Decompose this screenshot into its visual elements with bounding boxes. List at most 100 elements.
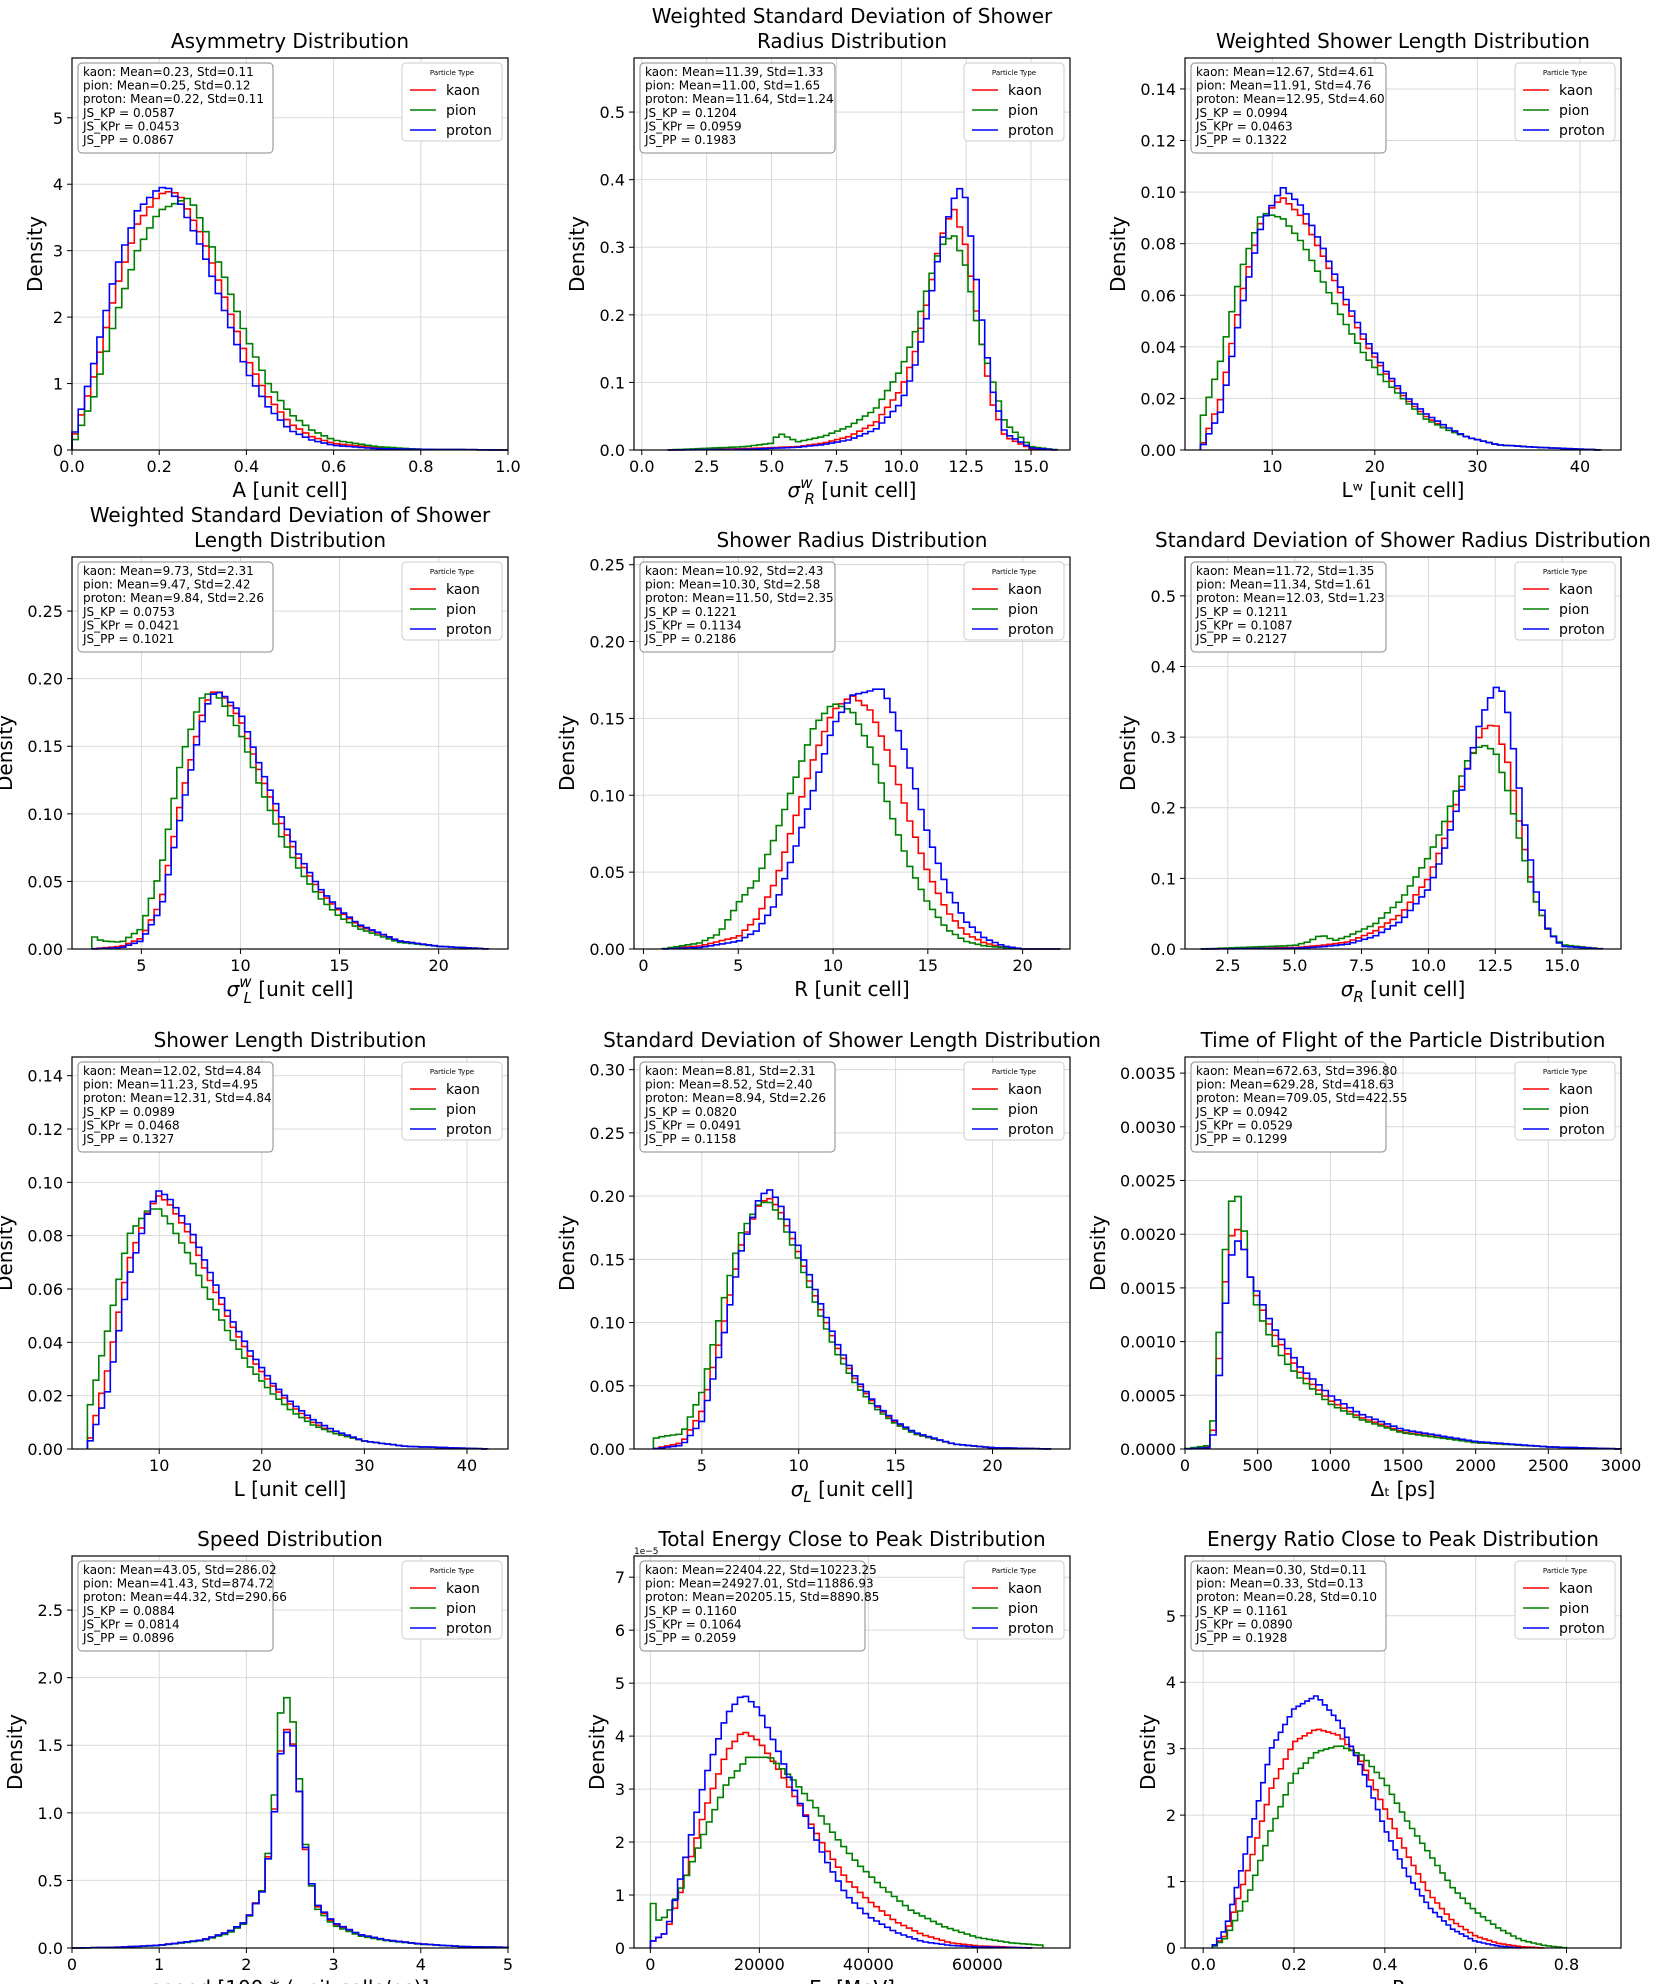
stats-line: JS_PP = 0.0896 xyxy=(82,1631,174,1645)
y-tick-label: 0.5 xyxy=(600,103,625,122)
x-tick-label: 60000 xyxy=(952,1955,1003,1974)
y-tick-label: 0.00 xyxy=(1140,441,1176,460)
legend-title: Particle Type xyxy=(992,1567,1036,1575)
x-tick-label: 30 xyxy=(1467,457,1487,476)
x-tick-label: 20000 xyxy=(734,1955,785,1974)
series-kaon xyxy=(91,691,489,950)
x-tick-label: 2000 xyxy=(1455,1456,1496,1475)
stats-line: JS_PP = 0.1021 xyxy=(82,632,174,646)
legend-label-kaon: kaon xyxy=(1559,1082,1593,1098)
series-kaon xyxy=(1199,197,1602,451)
y-tick-label: 0.05 xyxy=(589,863,625,882)
series-proton xyxy=(91,691,489,950)
y-tick-label: 0.0 xyxy=(38,1939,63,1958)
x-axis-label: Lʷ [unit cell] xyxy=(1342,478,1465,502)
x-tick-label: 0 xyxy=(645,1955,655,1974)
stats-line: JS_KP = 0.0587 xyxy=(82,106,175,120)
series-kaon xyxy=(667,208,1058,451)
legend-title: Particle Type xyxy=(430,1068,474,1076)
x-tick-label: 40 xyxy=(1570,457,1590,476)
x-tick-label: 10 xyxy=(789,1456,809,1475)
y-axis-label: Density xyxy=(1106,216,1130,292)
y-tick-label: 4 xyxy=(1166,1673,1176,1692)
y-tick-label: 0.14 xyxy=(27,1067,63,1086)
x-axis-label: speed [100 * (unit cells/ps)] xyxy=(151,1976,430,1984)
series-pion xyxy=(71,197,508,451)
x-tick-label: 20 xyxy=(1365,457,1385,476)
legend-label-proton: proton xyxy=(1008,123,1054,139)
stats-line: JS_PP = 0.1158 xyxy=(644,1132,736,1146)
y-tick-label: 0.5 xyxy=(38,1871,63,1890)
y-tick-label: 0.0025 xyxy=(1120,1172,1176,1191)
x-tick-label: 2.5 xyxy=(694,457,719,476)
legend-frame xyxy=(1514,62,1616,142)
y-tick-label: 0.10 xyxy=(27,805,63,824)
x-tick-label: 10 xyxy=(149,1456,169,1475)
legend-label-pion: pion xyxy=(446,602,476,618)
x-tick-label: 500 xyxy=(1242,1456,1273,1475)
x-tick-label: 20 xyxy=(428,956,448,975)
x-tick-label: 0.4 xyxy=(234,457,259,476)
x-tick-label: 5.0 xyxy=(1282,956,1307,975)
x-tick-label: 0.8 xyxy=(408,457,433,476)
stats-line: proton: Mean=8.94, Std=2.26 xyxy=(645,1091,826,1105)
chart-panel: Weighted Standard Deviation of ShowerLen… xyxy=(0,503,509,1007)
stats-line: proton: Mean=44.32, Std=290.66 xyxy=(83,1590,287,1604)
series-proton xyxy=(72,1731,509,1949)
plot-frame xyxy=(1184,1555,1622,1949)
y-tick-label: 0 xyxy=(53,441,63,460)
stats-line: JS_KPr = 0.0959 xyxy=(644,119,742,133)
y-tick-label: 0.3 xyxy=(600,238,625,257)
y-axis-label: Density xyxy=(555,715,579,791)
legend: Particle Type kaon pion proton xyxy=(1514,1560,1616,1640)
y-tick-label: 3 xyxy=(53,242,63,261)
stats-line: JS_KPr = 0.0463 xyxy=(1195,119,1293,133)
x-tick-label: 0.8 xyxy=(1554,1955,1579,1974)
stats-line: pion: Mean=11.00, Std=1.65 xyxy=(645,79,820,93)
stats-line: JS_KP = 0.1221 xyxy=(644,605,737,619)
stats-frame xyxy=(1190,1560,1387,1652)
x-axis-label: σL [unit cell] xyxy=(791,1477,914,1506)
x-axis-label: R₁ xyxy=(1392,1976,1414,1984)
y-tick-label: 0.00 xyxy=(589,1440,625,1459)
chart-panel: Time of Flight of the Particle Distribut… xyxy=(1086,1028,1641,1501)
y-tick-label: 0.02 xyxy=(27,1387,63,1406)
legend-title: Particle Type xyxy=(430,69,474,77)
series-kaon xyxy=(72,1728,509,1949)
y-tick-label: 0.00 xyxy=(589,940,625,959)
y-tick-label: 0.1 xyxy=(1151,869,1176,888)
stats-line: JS_KPr = 0.0453 xyxy=(82,119,180,133)
x-tick-label: 20 xyxy=(252,1456,272,1475)
stats-line: kaon: Mean=11.39, Std=1.33 xyxy=(645,65,823,79)
legend-frame xyxy=(401,1560,503,1640)
series-kaon xyxy=(86,1195,489,1450)
x-tick-label: 1000 xyxy=(1310,1456,1351,1475)
x-tick-label: 30 xyxy=(354,1456,374,1475)
stats-line: JS_KP = 0.0994 xyxy=(1195,106,1288,120)
plot-frame xyxy=(633,556,1071,950)
y-tick-label: 5 xyxy=(615,1674,625,1693)
y-tick-label: 0.25 xyxy=(589,556,625,575)
y-tick-label: 0.04 xyxy=(27,1333,63,1352)
x-tick-label: 1.0 xyxy=(495,457,520,476)
x-tick-label: 2.5 xyxy=(1215,956,1240,975)
stats-line: pion: Mean=10.30, Std=2.58 xyxy=(645,578,820,592)
stats-line: JS_KP = 0.1204 xyxy=(644,106,737,120)
y-tick-label: 0.06 xyxy=(1140,286,1176,305)
stats-line: kaon: Mean=43.05, Std=286.02 xyxy=(83,1563,277,1577)
plot-frame xyxy=(71,1056,509,1450)
y-axis-label: Density xyxy=(1136,1714,1160,1790)
stats-frame xyxy=(639,1061,836,1153)
stats-line: JS_KP = 0.0820 xyxy=(644,1105,737,1119)
legend-label-proton: proton xyxy=(446,622,492,638)
legend-title: Particle Type xyxy=(992,1068,1036,1076)
legend-frame xyxy=(1514,1560,1616,1640)
series-pion xyxy=(666,235,1058,451)
y-axis-label: Density xyxy=(3,1714,27,1790)
x-tick-label: 0.6 xyxy=(1463,1955,1488,1974)
x-tick-label: 15.0 xyxy=(1544,956,1580,975)
legend-label-kaon: kaon xyxy=(1008,83,1042,99)
